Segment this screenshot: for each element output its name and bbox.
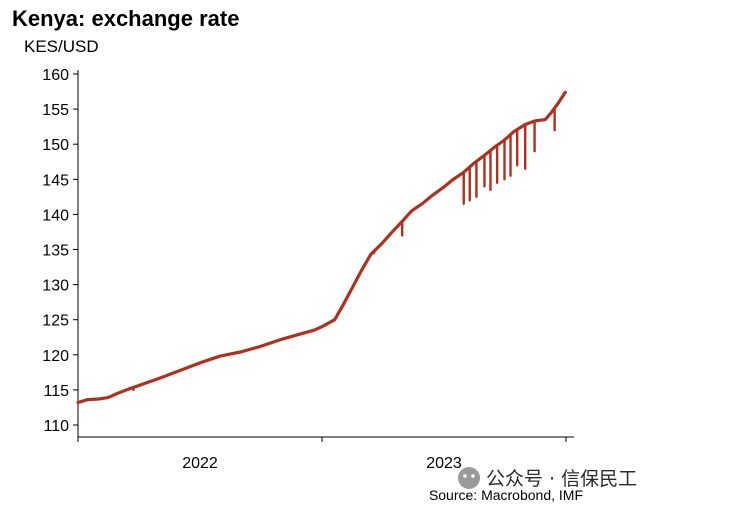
x-axis: 2022 2023 [78, 437, 574, 472]
y-tick-label: 145 [42, 172, 69, 189]
y-tick-label: 140 [42, 207, 69, 224]
series-line [78, 92, 565, 402]
y-tick-label: 125 [42, 313, 69, 330]
plot-area [78, 92, 565, 402]
source-note: Source: Macrobond, IMF [429, 487, 583, 503]
y-tick-label: 150 [42, 137, 69, 154]
y-tick-label: 120 [42, 348, 69, 365]
wechat-logo-eye-right [471, 474, 475, 478]
y-tick-label: 115 [43, 383, 69, 400]
x-tick-label: 2023 [426, 455, 462, 472]
y-axis: 110 115 120 125 130 135 140 145 150 155 160 [42, 67, 78, 437]
y-tick-label: 130 [42, 278, 69, 295]
wechat-logo-icon [458, 467, 480, 489]
chart-title: Kenya: exchange rate [12, 6, 239, 31]
y-axis-unit-label: KES/USD [24, 37, 99, 56]
y-tick-label: 160 [42, 67, 69, 84]
y-tick-label: 155 [42, 102, 69, 119]
wechat-logo-eye-left [463, 474, 467, 478]
y-tick-label: 110 [43, 418, 69, 435]
y-tick-label: 135 [42, 243, 69, 260]
x-tick-label: 2022 [182, 455, 218, 472]
